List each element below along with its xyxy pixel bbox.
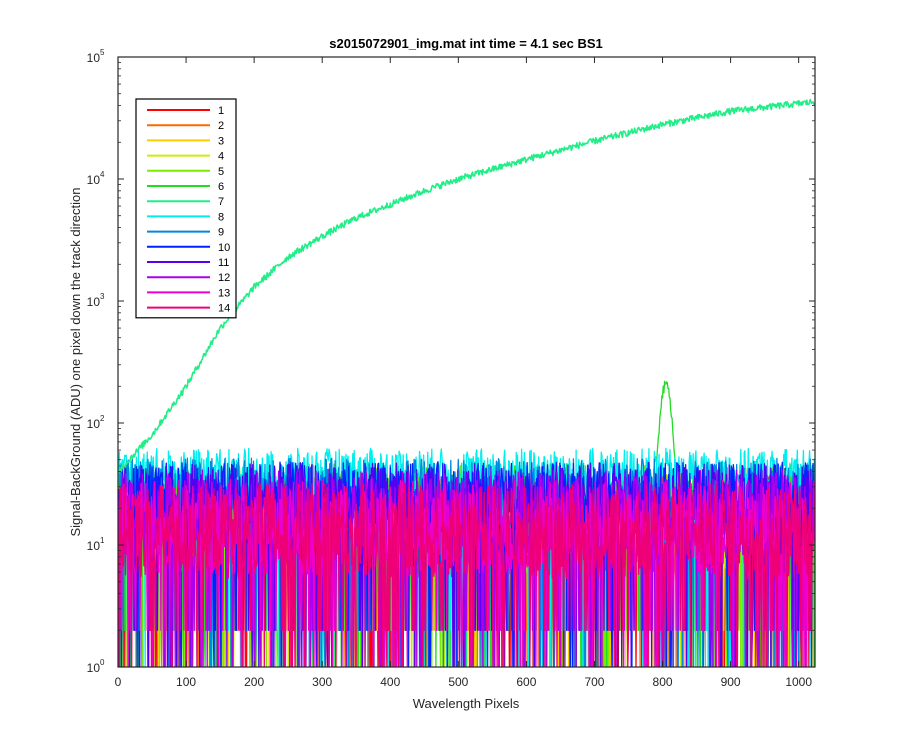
x-tick-label: 900: [721, 675, 741, 689]
y-tick-exponent: 5: [100, 48, 105, 57]
legend-label-8: 8: [218, 211, 224, 223]
legend-label-5: 5: [218, 166, 224, 178]
series-layer: [118, 98, 815, 667]
x-tick-label: 700: [584, 675, 604, 689]
chart-title: s2015072901_img.mat int time = 4.1 sec B…: [329, 36, 603, 51]
y-tick-exponent: 4: [100, 170, 105, 179]
legend-label-6: 6: [218, 181, 224, 193]
y-tick-exponent: 0: [100, 658, 105, 667]
y-tick-label: 10: [87, 417, 101, 431]
x-tick-label: 800: [653, 675, 673, 689]
legend-label-9: 9: [218, 227, 224, 239]
x-axis-label: Wavelength Pixels: [413, 696, 520, 711]
x-tick-label: 300: [312, 675, 332, 689]
y-tick-label: 10: [87, 661, 101, 675]
y-tick-label: 10: [87, 173, 101, 187]
plot-frame: [117, 56, 816, 668]
y-tick-label: 10: [87, 295, 101, 309]
y-tick-label: 10: [87, 539, 101, 553]
legend-label-11: 11: [218, 257, 229, 269]
x-tick-label: 0: [115, 675, 122, 689]
x-tick-label: 1000: [785, 675, 812, 689]
legend-label-1: 1: [218, 105, 224, 117]
legend-label-10: 10: [218, 242, 230, 254]
x-tick-label: 500: [448, 675, 468, 689]
legend-label-2: 2: [218, 120, 224, 132]
series-line-14: [118, 482, 815, 667]
legend-label-4: 4: [218, 151, 224, 163]
legend-label-13: 13: [218, 287, 230, 299]
x-tick-label: 600: [516, 675, 536, 689]
legend-box: [135, 98, 237, 319]
y-axis-label: Signal-BackGround (ADU) one pixel down t…: [68, 187, 83, 536]
legend-label-12: 12: [218, 272, 230, 284]
y-tick-label: 10: [87, 51, 101, 65]
y-tick-exponent: 2: [100, 414, 105, 423]
series-line-13: [118, 478, 815, 667]
legend-label-14: 14: [218, 303, 230, 315]
x-tick-label: 100: [176, 675, 196, 689]
legend-label-3: 3: [218, 135, 224, 147]
x-tick-label: 400: [380, 675, 400, 689]
legend-label-7: 7: [218, 196, 224, 208]
y-tick-exponent: 3: [100, 292, 105, 301]
y-tick-exponent: 1: [100, 536, 105, 545]
x-tick-label: 200: [244, 675, 264, 689]
